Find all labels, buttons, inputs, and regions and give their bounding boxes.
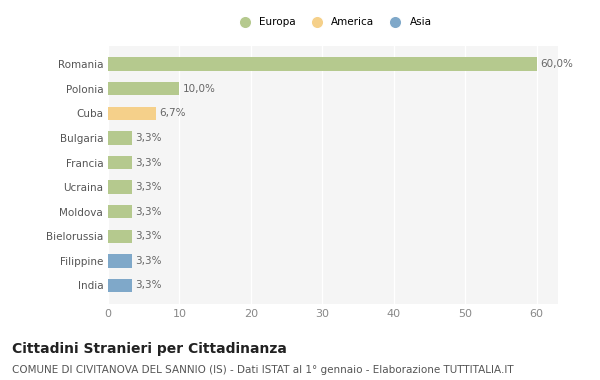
Legend: Europa, America, Asia: Europa, America, Asia [234,17,432,27]
Bar [108,156,131,169]
Text: 10,0%: 10,0% [183,84,216,94]
Text: Cittadini Stranieri per Cittadinanza: Cittadini Stranieri per Cittadinanza [12,342,287,356]
Bar [108,205,131,218]
Bar [108,254,131,268]
Bar [108,279,131,292]
Bar [108,106,156,120]
Text: 3,3%: 3,3% [135,231,161,241]
Text: 3,3%: 3,3% [135,256,161,266]
Text: 60,0%: 60,0% [540,59,573,69]
Text: 3,3%: 3,3% [135,157,161,168]
Text: COMUNE DI CIVITANOVA DEL SANNIO (IS) - Dati ISTAT al 1° gennaio - Elaborazione T: COMUNE DI CIVITANOVA DEL SANNIO (IS) - D… [12,365,514,375]
Bar [108,131,131,145]
Bar [108,230,131,243]
Text: 3,3%: 3,3% [135,133,161,143]
Bar [108,180,131,194]
Text: 3,3%: 3,3% [135,182,161,192]
Text: 3,3%: 3,3% [135,207,161,217]
Text: 6,7%: 6,7% [160,108,186,118]
Bar [108,82,179,95]
Text: 3,3%: 3,3% [135,280,161,290]
Bar [108,57,536,71]
